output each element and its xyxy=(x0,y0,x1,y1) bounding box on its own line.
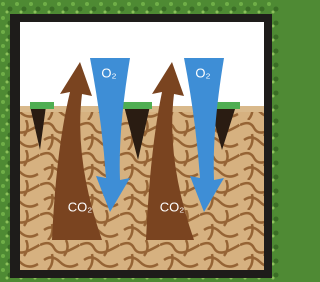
grass-tuft xyxy=(30,102,54,109)
co2-label: CO₂ xyxy=(160,199,185,214)
page: CO₂ O₂ CO₂ O₂ (() => { const data = JSON… xyxy=(0,0,280,282)
o2-label: O₂ xyxy=(101,65,116,80)
o2-label: O₂ xyxy=(195,65,210,80)
sky xyxy=(20,22,264,108)
co2-label: CO₂ xyxy=(68,199,93,214)
illustration: CO₂ O₂ CO₂ O₂ xyxy=(0,0,280,282)
